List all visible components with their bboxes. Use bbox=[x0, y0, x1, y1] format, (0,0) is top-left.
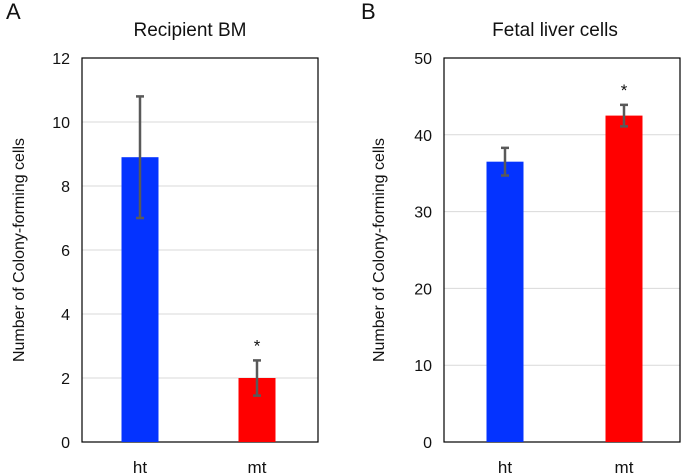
bar-mt bbox=[605, 115, 643, 442]
y-tick-label: 8 bbox=[61, 179, 70, 196]
y-tick-label: 20 bbox=[414, 281, 432, 298]
y-tick-label: 2 bbox=[61, 371, 70, 388]
y-tick-label: 10 bbox=[52, 115, 70, 132]
panel-letter: B bbox=[361, 0, 376, 24]
y-axis-label: Number of Colony-forming cells bbox=[11, 138, 28, 362]
y-tick-label: 6 bbox=[61, 243, 70, 260]
y-tick-label: 0 bbox=[61, 435, 70, 452]
x-tick-label-mt: mt bbox=[615, 458, 634, 475]
significance-marker-mt: * bbox=[254, 336, 261, 355]
y-tick-label: 40 bbox=[414, 128, 432, 145]
y-tick-label: 10 bbox=[414, 358, 432, 375]
significance-marker-mt: * bbox=[621, 81, 628, 100]
y-axis-label: Number of Colony-forming cells bbox=[371, 138, 388, 362]
x-tick-label-ht: ht bbox=[133, 458, 147, 475]
chart-panel-b: 0 10 20 30 40 50 ht mt * Fetal liver cells B Number… bbox=[361, 0, 681, 475]
y-tick-label: 50 bbox=[414, 51, 432, 68]
bar-ht bbox=[486, 161, 524, 442]
chart-title: Recipient BM bbox=[134, 20, 247, 41]
y-tick-label: 30 bbox=[414, 205, 432, 222]
plot-frame bbox=[81, 57, 319, 443]
x-tick-label-ht: ht bbox=[498, 458, 512, 475]
x-tick-label-mt: mt bbox=[248, 458, 267, 475]
plot-frame bbox=[443, 57, 681, 443]
y-tick-label: 0 bbox=[423, 435, 432, 452]
chart-title: Fetal liver cells bbox=[492, 20, 618, 41]
panel-letter: A bbox=[6, 0, 21, 24]
chart-panel-a: 0 2 4 6 8 10 12 ht mt * Recipient BM A Number of Col… bbox=[6, 0, 319, 475]
y-tick-label: 4 bbox=[61, 307, 70, 324]
y-tick-label: 12 bbox=[52, 51, 70, 68]
